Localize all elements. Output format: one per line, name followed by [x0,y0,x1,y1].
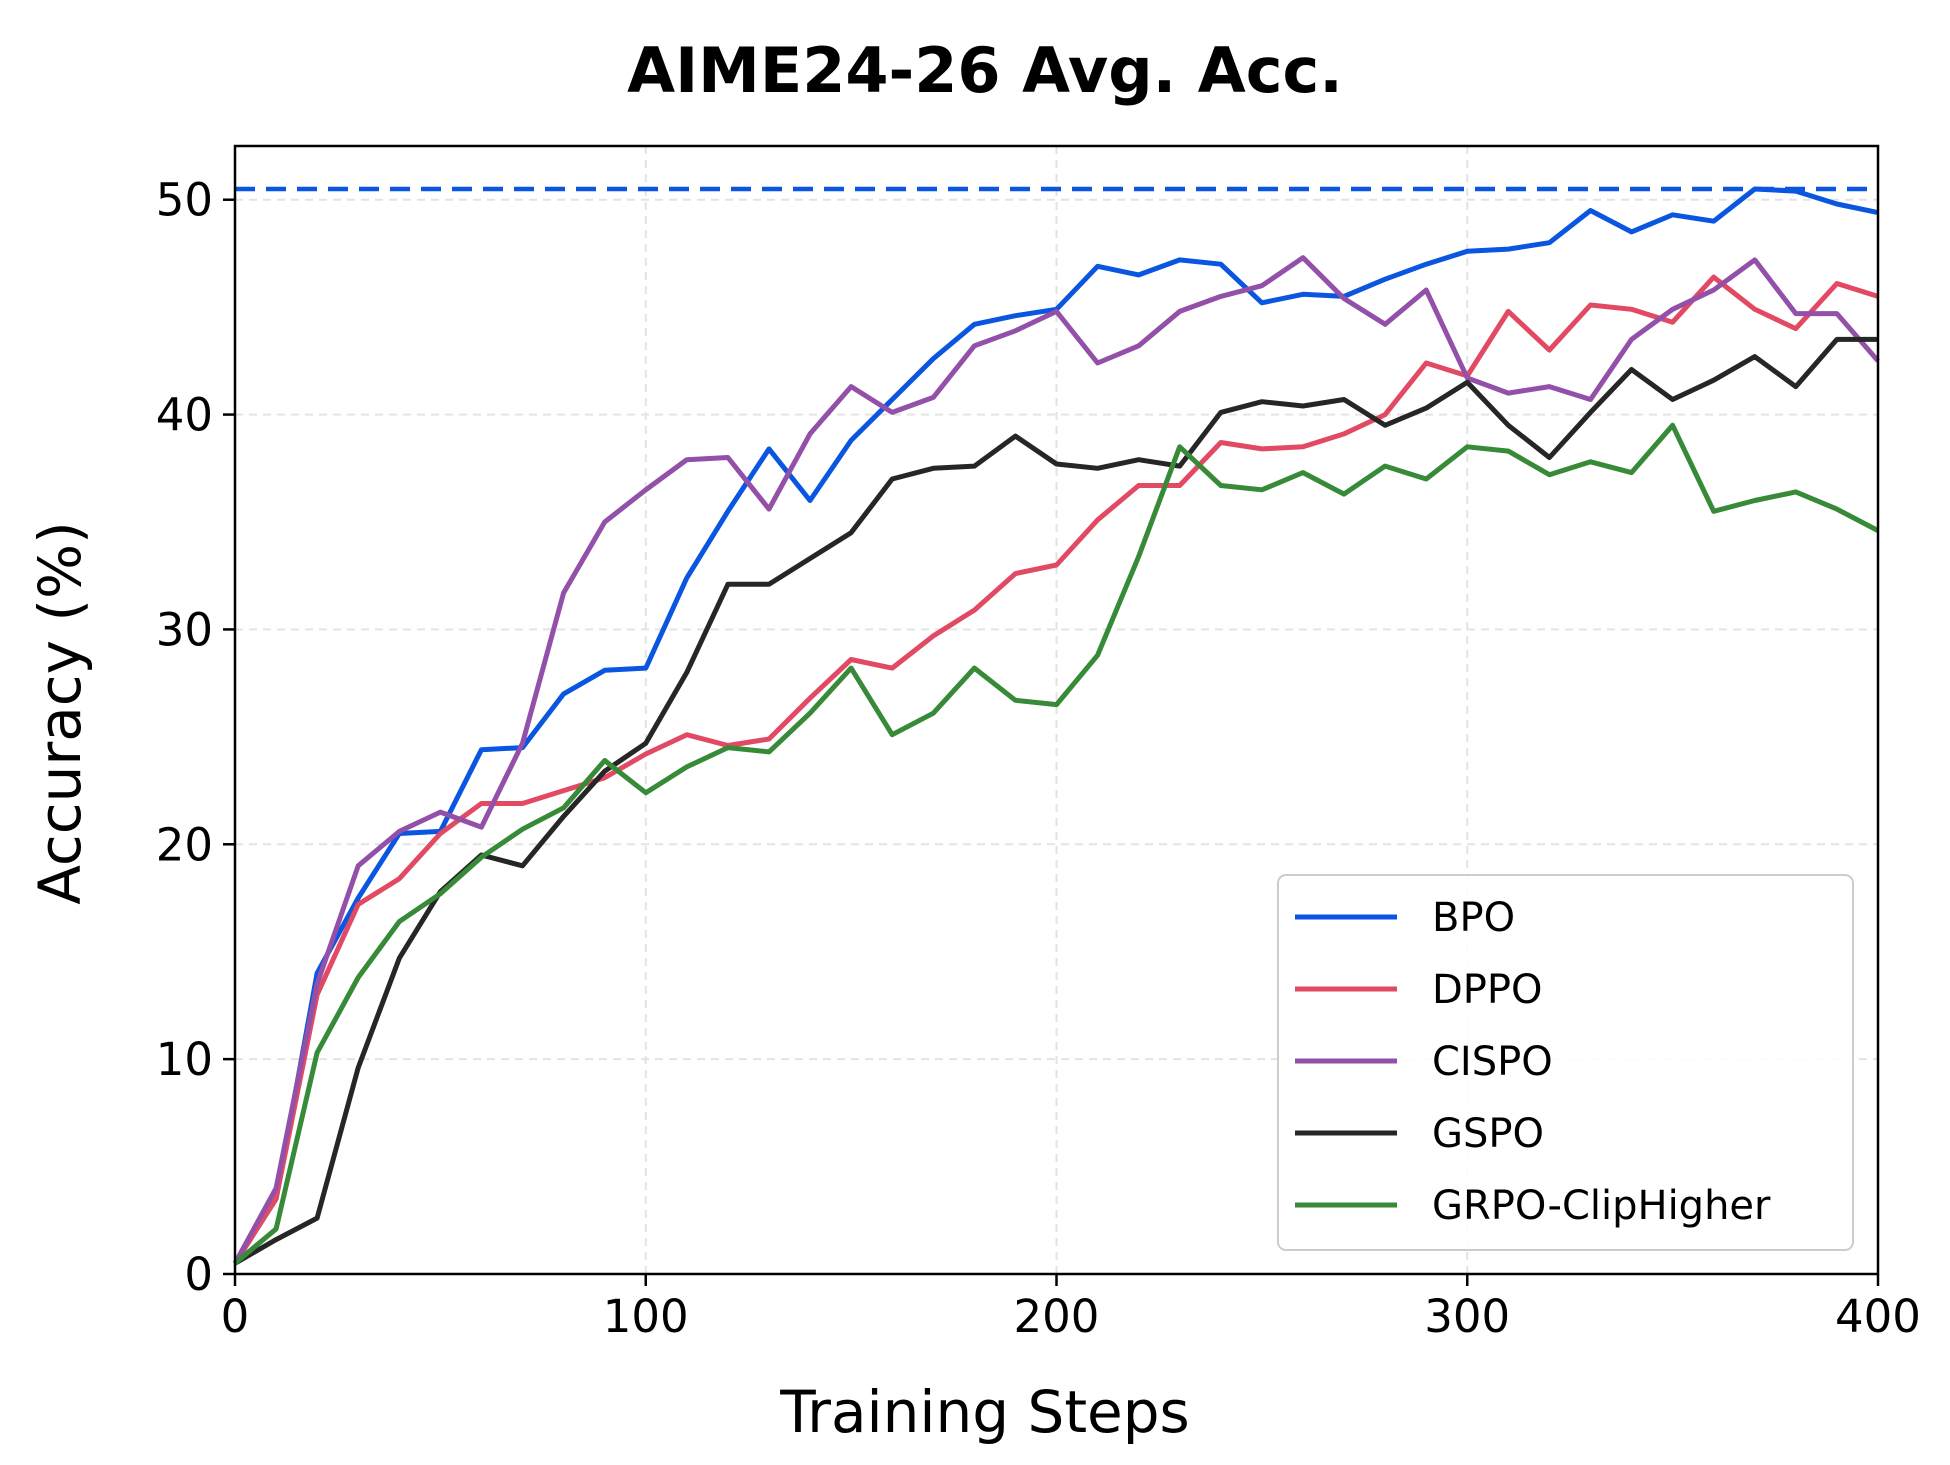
x-tick-label: 100 [603,1290,689,1343]
x-tick-label: 400 [1835,1290,1921,1343]
y-tick-label: 10 [156,1033,213,1086]
chart-title: AIME24-26 Avg. Acc. [627,34,1343,107]
series-lines [232,186,1880,1266]
x-tick-label: 200 [1014,1290,1100,1343]
legend-label: CISPO [1432,1039,1553,1085]
y-axis-label: Accuracy (%) [26,521,94,905]
y-tick-label: 40 [156,389,213,442]
x-tick-label: 300 [1424,1290,1510,1343]
x-axis-label: Training Steps [779,1378,1190,1446]
legend-box [1277,874,1854,1251]
legend-label: GRPO-ClipHigher [1432,1183,1771,1229]
legend-label: BPO [1432,895,1515,941]
axis-ticks: 0 100 200 300 400 0 10 20 30 40 50 [156,174,1921,1343]
legend-label: GSPO [1432,1111,1544,1157]
grid [235,146,1878,1274]
y-tick-label: 20 [156,818,213,871]
series-line-dppo [232,274,1879,1265]
y-tick-label: 50 [156,174,213,227]
legend: BPO DPPO CISPO GSPO GRPO-ClipHigher [1277,874,1854,1251]
series-line-gspo [233,336,1878,1266]
series-line-grpo-cliphigher [233,422,1880,1266]
legend-label: DPPO [1432,967,1543,1013]
y-tick-label: 30 [156,603,213,656]
x-tick-label: 0 [221,1290,250,1343]
series-line-cispo [232,255,1880,1265]
y-tick-label: 0 [184,1248,213,1301]
